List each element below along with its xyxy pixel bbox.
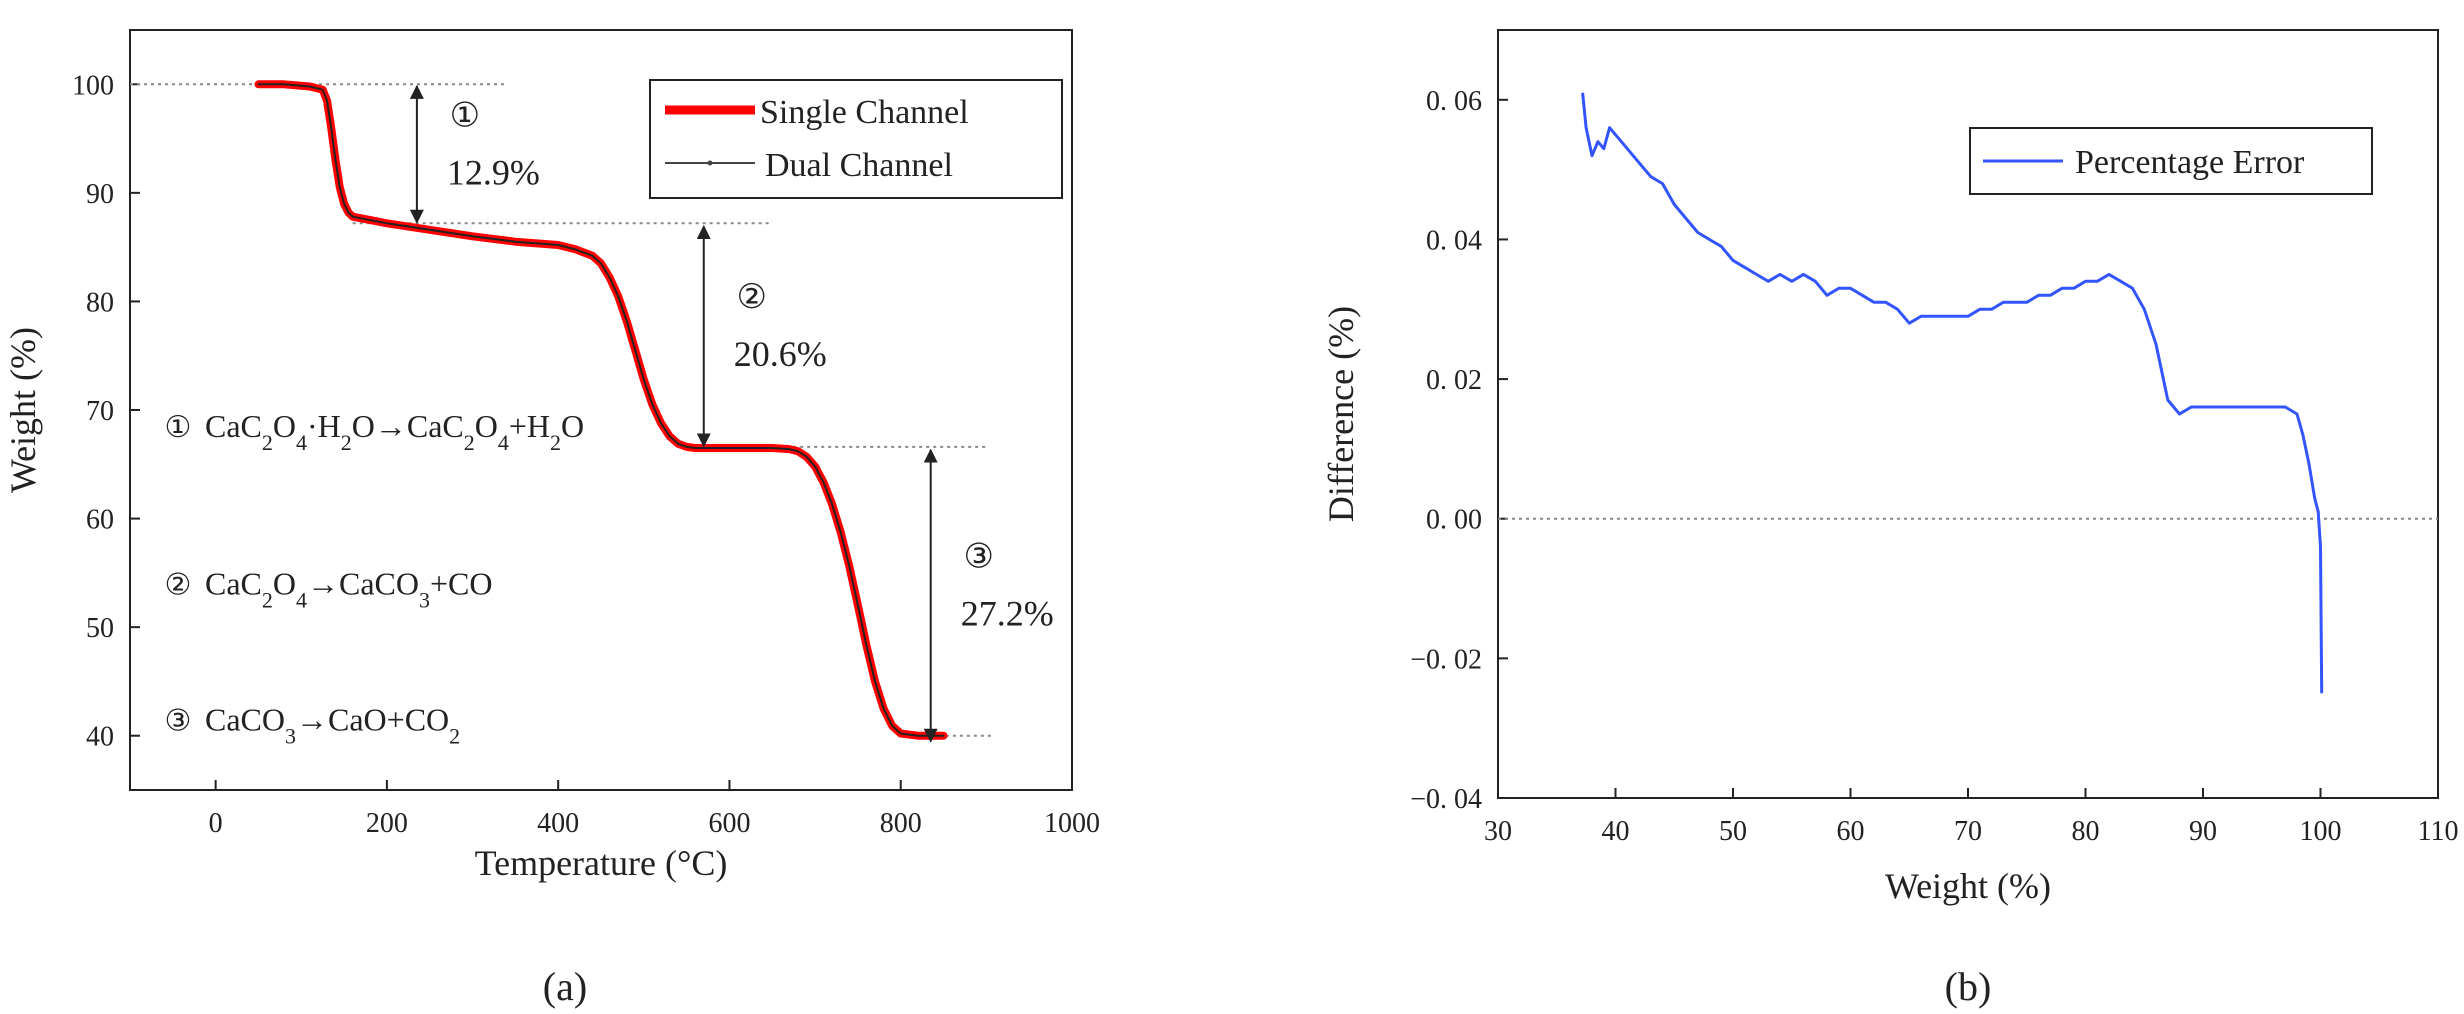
series-dual-channel (257, 83, 945, 737)
step-marker: ② (737, 279, 767, 316)
reaction-text: O (475, 408, 498, 444)
reaction-text: CaC (205, 408, 262, 444)
reaction-subscript: 4 (296, 587, 307, 612)
x-tick-label: 600 (708, 808, 750, 839)
x-tick-label: 70 (1954, 816, 1982, 847)
legend: Single Channel Dual Channel (649, 79, 1063, 199)
reaction-marker: ② (165, 569, 192, 602)
x-tick-label: 30 (1484, 816, 1512, 847)
panel-b-chart: 30 40 50 60 70 80 90 100 110 −0. 04 −0. 02 0. 00 0. … (1321, 29, 2459, 906)
reaction-marker: ① (165, 411, 192, 444)
x-tick-label: 40 (1602, 816, 1630, 847)
step-marker: ③ (963, 539, 993, 576)
panel-a-chart: 0 200 400 600 800 1000 40 50 60 70 80 90 100 Temperat… (3, 29, 1100, 883)
y-tick-label: 0. 02 (1426, 365, 1482, 396)
caption-b: (b) (1945, 964, 1992, 1009)
reaction-text: →CaO+CO (296, 701, 449, 737)
x-tick-label: 110 (2418, 816, 2459, 847)
x-tick-label: 100 (2300, 816, 2342, 847)
reaction-text: →CaCO (307, 566, 419, 602)
reaction-text: +CO (430, 566, 493, 602)
reaction-text: O→CaC (352, 408, 464, 444)
reaction-subscript: 2 (262, 430, 273, 455)
x-tick-label: 1000 (1044, 808, 1100, 839)
y-tick-label: 0. 06 (1426, 86, 1482, 117)
reaction-subscript: 3 (419, 587, 430, 612)
x-axis-label: Temperature (°C) (475, 843, 728, 883)
legend-label-dual-channel: Dual Channel (765, 147, 953, 184)
y-tick-label: 90 (86, 179, 114, 210)
y-tick-label: 100 (72, 70, 114, 101)
legend-label-single-channel: Single Channel (760, 94, 969, 131)
reaction-subscript: 2 (341, 430, 352, 455)
reaction-text: ·H (307, 408, 341, 444)
reaction-marker: ③ (165, 704, 192, 737)
legend-swatch-dot (707, 160, 713, 166)
y-tick-label: 60 (86, 505, 114, 536)
legend-frame (649, 79, 1063, 199)
reaction-subscript: 4 (296, 430, 307, 455)
reaction-text: O (561, 408, 584, 444)
reaction-subscript: 2 (262, 587, 273, 612)
reaction-text: O (273, 566, 296, 602)
legend: Percentage Error (1969, 127, 2373, 195)
reaction-text: CaC (205, 566, 262, 602)
x-tick-label: 0 (209, 808, 223, 839)
y-tick-label: 80 (86, 287, 114, 318)
y-tick-label: 70 (86, 396, 114, 427)
x-tick-label: 400 (537, 808, 579, 839)
y-axis-label: Difference (%) (1321, 306, 1361, 522)
reaction-equation: CaC2O4·H2O→CaC2O4+H2O (205, 408, 584, 455)
y-tick-label: −0. 02 (1410, 644, 1482, 675)
caption-a: (a) (543, 964, 587, 1009)
x-tick-label: 800 (880, 808, 922, 839)
y-tick-label: 40 (86, 722, 114, 753)
reaction-subscript: 2 (464, 430, 475, 455)
y-tick-label: −0. 04 (1410, 784, 1482, 815)
y-tick-label: 0. 04 (1426, 225, 1482, 256)
x-axis-label: Weight (%) (1885, 866, 2051, 906)
x-tick-label: 90 (2189, 816, 2217, 847)
reaction-subscript: 2 (550, 430, 561, 455)
reaction-equation: CaC2O4→CaCO3+CO (205, 566, 493, 613)
reaction-equation: CaCO3→CaO+CO2 (205, 701, 460, 748)
x-tick-label: 60 (1837, 816, 1865, 847)
legend-label-percentage-error: Percentage Error (2075, 144, 2305, 181)
step-percent: 12.9% (447, 152, 540, 192)
y-axis-label: Weight (%) (3, 327, 43, 493)
reaction-text: +H (509, 408, 550, 444)
series-percentage-error (1581, 92, 2324, 694)
x-tick-label: 50 (1719, 816, 1747, 847)
step-percent: 20.6% (734, 334, 827, 374)
y-tick-label: 0. 00 (1426, 505, 1482, 536)
reaction-text: CaCO (205, 701, 285, 737)
x-tick-label: 80 (2072, 816, 2100, 847)
y-tick-label: 50 (86, 613, 114, 644)
step-marker: ① (450, 97, 480, 134)
reaction-subscript: 2 (449, 723, 460, 748)
reaction-subscript: 4 (498, 430, 509, 455)
reaction-subscript: 3 (285, 723, 296, 748)
step-percent: 27.2% (961, 594, 1054, 634)
reaction-text: O (273, 408, 296, 444)
x-tick-label: 200 (366, 808, 408, 839)
